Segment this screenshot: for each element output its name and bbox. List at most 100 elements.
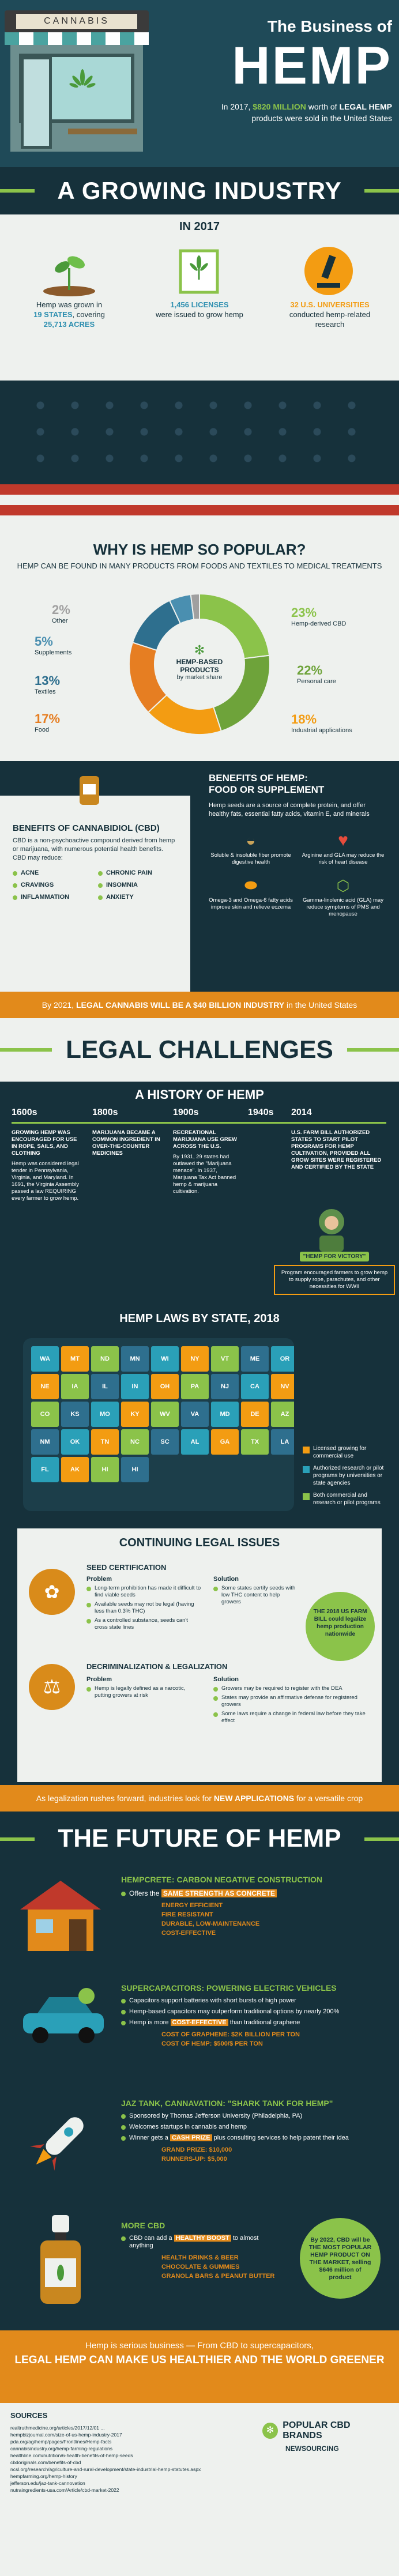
cbd-item-label: INSOMNIA (106, 882, 138, 888)
sources: SOURCES realtruthmedicine.org/articles/2… (0, 2403, 399, 2576)
tl-year: 1800s (92, 1108, 118, 1117)
electric-car-icon (17, 1984, 110, 2048)
why-popular: WHY IS HEMP SO POPULAR? HEMP CAN BE FOUN… (0, 519, 399, 761)
cbd-item-label: INFLAMMATION (21, 894, 70, 901)
tl-year: 1900s (173, 1108, 199, 1117)
legend-item: Both commercial and research or pilot pr… (303, 1492, 389, 1507)
source-link[interactable]: hempbizjournal.com/size-of-us-hemp-indus… (10, 2432, 122, 2438)
seed-solution-label: Solution (213, 1576, 239, 1583)
stat-acres-pre: Hemp was grown in (36, 300, 103, 309)
seed-badge-icon: ✿ (29, 1569, 75, 1615)
future-hl: NEW APPLICATIONS (213, 1794, 295, 1803)
source-link[interactable]: healthline.com/nutrition/6-health-benefi… (10, 2453, 133, 2458)
state-tile: TX (241, 1429, 269, 1455)
future-bar: As legalization rushes forward, industri… (0, 1785, 399, 1812)
share-food: 17% Food (35, 711, 110, 733)
seed-problem-text: Long-term prohibition has made it diffic… (95, 1585, 201, 1598)
seed-problem: As a controlled substance, seeds can't c… (86, 1617, 202, 1631)
state-tile: ME (241, 1346, 269, 1372)
growing-industry: A GROWING INDUSTRY IN 2017 Hemp was grow… (0, 167, 399, 381)
hempcrete-title: HEMPCRETE: CARBON NEGATIVE CONSTRUCTION (121, 1875, 322, 1884)
hempcrete-lead-hl: SAME STRENGTH AS CONCRETE (161, 1889, 277, 1897)
plant-icon (40, 245, 98, 297)
food-item-label: Soluble & insoluble fiber promote digest… (210, 852, 291, 865)
state-tile: NY (181, 1346, 209, 1372)
share-food-label: Food (35, 726, 50, 733)
scales-icon: ⚖ (29, 1664, 75, 1710)
decrim-problem: Hemp is legally defined as a narcotic, p… (86, 1685, 202, 1699)
state-tile: WA (31, 1346, 59, 1372)
more-cbd-title: MORE CBD (121, 2221, 165, 2230)
state-tile: MN (121, 1346, 149, 1372)
sub-bold: LEGAL HEMP (339, 102, 392, 111)
seed-solution: Some states certify seeds with low THC c… (213, 1585, 300, 1606)
state-tile: OR (271, 1346, 294, 1372)
capsule-icon: ⬬ (244, 876, 258, 894)
cbd-item-label: ANXIETY (106, 894, 134, 901)
brand2-logo: NEWSOURCING (285, 2445, 339, 2453)
supercap-lead-post: than traditional graphene (229, 2019, 300, 2026)
source-link[interactable]: hempfarming.org/hemp-history (10, 2473, 77, 2479)
growing-year: IN 2017 (179, 220, 220, 233)
supercap-sub: COST OF HEMP: $500/$ PER TON (161, 2040, 263, 2047)
future-of-hemp: THE FUTURE OF HEMP HEMPCRETE: CARBON NEG… (0, 1812, 399, 2403)
market-share-donut (129, 593, 270, 735)
more-cbd-sub: GRANOLA BARS & PEANUT BUTTER (161, 2273, 275, 2280)
jaz-line: Sponsored by Thomas Jefferson University… (121, 2112, 386, 2120)
state-tile: IA (61, 1374, 89, 1399)
share-industrial-pct: 18% (291, 712, 317, 726)
hempcrete-lead-pre: Offers the (129, 1889, 160, 1897)
food-item-label: Omega-3 and Omega-6 fatty acids improve … (209, 897, 293, 910)
hempcrete: HEMPCRETE: CARBON NEGATIVE CONSTRUCTION … (121, 1875, 386, 1938)
share-cbd: 23% Hemp-derived CBD (291, 605, 383, 627)
legend-label: Licensed growing for commercial use (313, 1445, 367, 1459)
share-cbd-pct: 23% (291, 605, 317, 620)
sub-mid: worth of (308, 102, 337, 111)
victory-text: Program encouraged farmers to grow hemp … (274, 1265, 395, 1295)
source-link[interactable]: realtruthmedicine.org/articles/2017/12/0… (10, 2425, 105, 2431)
decrim-solution: States may provide an affirmative defens… (213, 1694, 369, 1708)
state-tile: ND (91, 1346, 119, 1372)
hempcrete-sub: COST-EFFECTIVE (161, 1930, 216, 1937)
source-link[interactable]: jefferson.edu/jaz-tank-cannovation (10, 2480, 85, 2486)
source-link[interactable]: ncsl.org/research/agriculture-and-rural-… (10, 2466, 201, 2472)
share-other-label: Other (52, 617, 68, 624)
stat-licenses-count: 1,456 LICENSES (170, 300, 229, 309)
share-food-pct: 17% (35, 711, 61, 726)
source-link[interactable]: cannabisindustry.org/hemp-farming-regula… (10, 2446, 113, 2451)
cbd-item: ANXIETY (98, 894, 178, 901)
stat-acres: Hemp was grown in 19 STATES, covering 25… (17, 300, 121, 329)
share-supplements-pct: 5% (35, 634, 53, 649)
decrim-solution: Some laws require a change in federal la… (213, 1711, 369, 1724)
legend-label: Both commercial and research or pilot pr… (313, 1492, 381, 1506)
decrim-solution-label: Solution (213, 1676, 239, 1683)
state-tile: NC (121, 1429, 149, 1455)
supercap-line: Capacitors support batteries with short … (121, 1997, 386, 2005)
legal-challenges: LEGAL CHALLENGES A HISTORY OF HEMP 1600s… (0, 1018, 399, 1785)
tl-head: MARIJUANA BECAME A COMMON INGREDIENT IN … (92, 1129, 160, 1157)
source-link[interactable]: pda.org/ag/hemp/pages/Frontlines/Hemp-fa… (10, 2439, 112, 2445)
state-tile: LA (271, 1429, 294, 1455)
jaz-lead-hl: CASH PRIZE (170, 2134, 212, 2141)
stat-licenses: 1,456 LICENSES were issued to grow hemp (148, 300, 251, 319)
source-link[interactable]: nutraingredients-usa.com/Article/cbd-mar… (10, 2487, 119, 2493)
state-tile: NE (31, 1374, 59, 1399)
supercap-line-text: Hemp-based capacitors may outperform tra… (129, 2008, 340, 2015)
seed-problem: Available seeds may not be legal (having… (86, 1601, 202, 1615)
future-banner: THE FUTURE OF HEMP (35, 1818, 364, 1859)
jaz-tank: JAZ TANK, CANNAVATION: "SHARK TANK FOR H… (121, 2099, 386, 2164)
sources-title: SOURCES (10, 2411, 48, 2420)
source-link[interactable]: cbdoriginals.com/benefits-of-cbd (10, 2460, 81, 2465)
share-personal-label: Personal care (297, 678, 336, 685)
timeline-1940s: 1940s (248, 1108, 283, 1118)
state-tile: OH (151, 1374, 179, 1399)
supercap-lead: Hemp is more COST-EFFECTIVE than traditi… (121, 2019, 386, 2027)
donut-center: ✻ HEMP-BASED PRODUCTS by market share (159, 643, 240, 681)
state-tile: MO (91, 1402, 119, 1427)
supercap-line: Hemp-based capacitors may outperform tra… (121, 2008, 386, 2016)
food-desc: Hemp seeds are a source of complete prot… (209, 802, 370, 818)
food-item: ⬬ Omega-3 and Omega-6 fatty acids improve… (209, 874, 293, 918)
future-pre: As legalization rushes forward, industri… (36, 1794, 212, 1803)
cbd-item: CHRONIC PAIN (98, 869, 178, 877)
header-subtitle: In 2017, $820 MILLION worth of LEGAL HEM… (173, 101, 392, 124)
